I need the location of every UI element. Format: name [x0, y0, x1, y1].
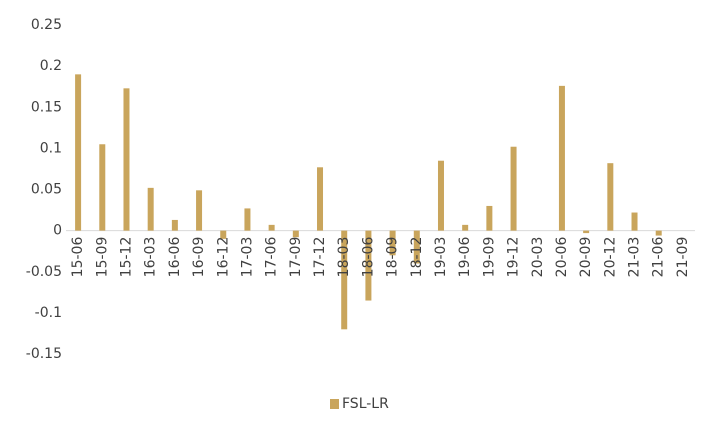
bar: [75, 74, 82, 231]
x-tick-label: 18-06: [360, 237, 376, 278]
legend-swatch: [330, 399, 339, 409]
x-tick-label: 21-06: [651, 237, 667, 278]
x-tick-label: 17-03: [239, 237, 255, 278]
x-tick-label: 18-12: [409, 237, 425, 278]
x-tick-label: 21-03: [627, 237, 643, 278]
bar: [268, 224, 275, 231]
bar: [437, 160, 444, 231]
x-tick-label: 18-09: [385, 237, 401, 278]
x-tick-label: 17-12: [312, 237, 328, 278]
x-tick-label: 20-09: [578, 237, 594, 278]
bar: [196, 190, 203, 231]
x-tick-label: 17-09: [288, 237, 304, 278]
x-tick-label: 19-06: [457, 237, 473, 278]
bar: [655, 230, 662, 236]
bar: [292, 230, 299, 238]
bar: [99, 144, 106, 231]
bar: [147, 187, 154, 231]
bar: [365, 230, 372, 301]
x-tick-label: 15-09: [94, 237, 110, 278]
bar: [413, 230, 420, 264]
bar: [341, 230, 348, 330]
bar: [389, 230, 396, 256]
bar: [244, 208, 251, 231]
bar: [631, 212, 638, 231]
x-tick-label: 16-12: [215, 237, 231, 278]
y-tick-label: 0.1: [40, 140, 62, 156]
bar: [317, 167, 324, 231]
bar: [510, 146, 517, 231]
y-tick-label: -0.1: [35, 305, 62, 321]
y-tick-label: -0.05: [26, 264, 62, 280]
bar: [220, 230, 227, 239]
x-tick-label: 20-06: [554, 237, 570, 278]
legend-label: FSL-LR: [342, 396, 389, 412]
x-tick-label: 15-12: [118, 237, 134, 278]
bar: [607, 163, 614, 231]
bar: [583, 230, 590, 234]
y-tick-label: 0.15: [31, 99, 62, 115]
bar: [123, 88, 130, 231]
x-tick-label: 19-12: [506, 237, 522, 278]
x-tick-label: 21-09: [675, 237, 691, 278]
y-tick-label: 0.05: [31, 182, 62, 198]
x-tick-label: 17-06: [264, 237, 280, 278]
bar: [486, 205, 493, 231]
bar: [462, 224, 469, 231]
y-tick-label: -0.15: [26, 346, 62, 362]
x-tick-label: 19-03: [433, 237, 449, 278]
bar: [558, 85, 565, 231]
x-tick-label: 15-06: [70, 237, 86, 278]
y-tick-label: 0.2: [40, 58, 62, 74]
x-tick-label: 19-09: [481, 237, 497, 278]
x-tick-label: 16-09: [191, 237, 207, 278]
x-tick-label: 16-03: [143, 237, 159, 278]
x-tick-label: 20-12: [602, 237, 618, 278]
x-tick-label: 18-03: [336, 237, 352, 278]
y-tick-label: 0: [53, 223, 62, 239]
x-tick-label: 20-03: [530, 237, 546, 278]
bar: [171, 219, 178, 231]
x-tick-label: 16-06: [167, 237, 183, 278]
y-tick-label: 0.25: [31, 17, 62, 33]
